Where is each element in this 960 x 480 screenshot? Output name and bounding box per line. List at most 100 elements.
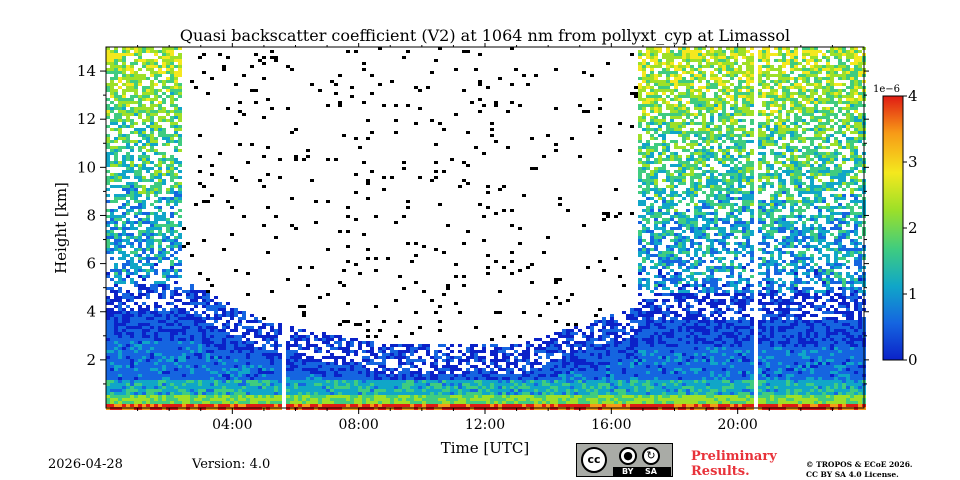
heat-cell	[110, 50, 114, 53]
heat-cell	[598, 392, 602, 395]
heat-cell	[254, 359, 258, 362]
heat-cell	[158, 185, 162, 188]
heat-cell	[118, 206, 122, 209]
heat-cell	[166, 119, 170, 122]
heat-cell	[542, 374, 546, 377]
heat-cell	[442, 392, 446, 395]
heat-cell	[570, 395, 574, 398]
heat-cell	[142, 62, 146, 65]
heat-cell	[158, 344, 162, 347]
heat-cell	[130, 71, 134, 74]
heat-cell	[350, 350, 354, 353]
heat-cell	[170, 74, 174, 77]
heat-cell	[278, 404, 282, 407]
heat-cell	[602, 356, 606, 359]
heat-cell	[630, 362, 634, 365]
heat-cell	[194, 389, 198, 392]
heat-cell	[158, 389, 162, 392]
heat-cell	[250, 347, 254, 350]
heat-cell	[386, 395, 390, 398]
heat-cell	[398, 404, 402, 407]
heat-cell	[274, 377, 278, 380]
heat-cell	[126, 212, 130, 215]
heat-cell	[162, 224, 166, 227]
heat-cell	[422, 386, 426, 389]
heat-cell	[494, 140, 498, 143]
heat-cell	[138, 356, 142, 359]
heat-cell	[522, 365, 526, 368]
heat-cell	[358, 401, 362, 404]
heat-cell	[138, 266, 142, 269]
heat-cell	[358, 377, 362, 380]
heat-cell	[222, 332, 226, 335]
heat-cell	[286, 359, 290, 362]
heat-cell	[158, 260, 162, 263]
heat-cell	[170, 404, 174, 407]
heat-cell	[150, 71, 154, 74]
heat-cell	[346, 374, 350, 377]
heat-cell	[138, 173, 142, 176]
heat-cell	[534, 404, 538, 407]
heat-cell	[570, 389, 574, 392]
heat-cell	[546, 134, 550, 137]
heat-cell	[590, 386, 594, 389]
heat-cell	[366, 344, 370, 347]
heat-cell	[162, 248, 166, 251]
heat-cell	[162, 269, 166, 272]
heat-cell	[638, 191, 642, 194]
heat-cell	[162, 158, 166, 161]
heat-cell	[326, 248, 330, 251]
heat-cell	[578, 155, 582, 158]
heat-cell	[174, 377, 178, 380]
heat-cell	[302, 362, 306, 365]
heat-cell	[594, 377, 598, 380]
heat-cell	[266, 380, 270, 383]
heat-cell	[242, 377, 246, 380]
heat-cell	[146, 68, 150, 71]
heat-cell	[466, 377, 470, 380]
heat-cell	[446, 365, 450, 368]
heat-cell	[550, 338, 554, 341]
heat-cell	[194, 314, 198, 317]
heat-cell	[622, 347, 626, 350]
heat-cell	[590, 329, 594, 332]
heat-cell	[306, 338, 310, 341]
heat-cell	[378, 365, 382, 368]
heat-cell	[226, 320, 230, 323]
heat-cell	[618, 212, 622, 215]
heat-cell	[590, 383, 594, 386]
heat-cell	[410, 350, 414, 353]
heat-cell	[634, 404, 638, 407]
heat-cell	[258, 332, 262, 335]
heat-cell	[302, 371, 306, 374]
heat-cell	[262, 344, 266, 347]
heat-cell	[546, 374, 550, 377]
heat-cell	[122, 365, 126, 368]
heat-cell	[186, 359, 190, 362]
heat-cell	[170, 59, 174, 62]
heat-cell	[394, 299, 398, 302]
heat-cell	[442, 293, 446, 296]
heat-cell	[218, 389, 222, 392]
heat-cell	[534, 401, 538, 404]
heat-cell	[598, 338, 602, 341]
heat-cell	[166, 191, 170, 194]
heat-cell	[194, 344, 198, 347]
heat-cell	[642, 98, 646, 101]
heat-cell	[290, 386, 294, 389]
heat-cell	[170, 155, 174, 158]
heat-cell	[154, 50, 158, 53]
heat-cell	[358, 365, 362, 368]
heat-cell	[602, 323, 606, 326]
heat-cell	[646, 74, 650, 77]
heat-cell	[486, 389, 490, 392]
heat-cell	[158, 392, 162, 395]
heat-cell	[470, 371, 474, 374]
heat-cell	[138, 245, 142, 248]
heat-cell	[170, 269, 174, 272]
heat-cell	[538, 401, 542, 404]
heat-cell	[250, 392, 254, 395]
heat-cell	[122, 392, 126, 395]
heat-cell	[602, 350, 606, 353]
heat-cell	[154, 281, 158, 284]
